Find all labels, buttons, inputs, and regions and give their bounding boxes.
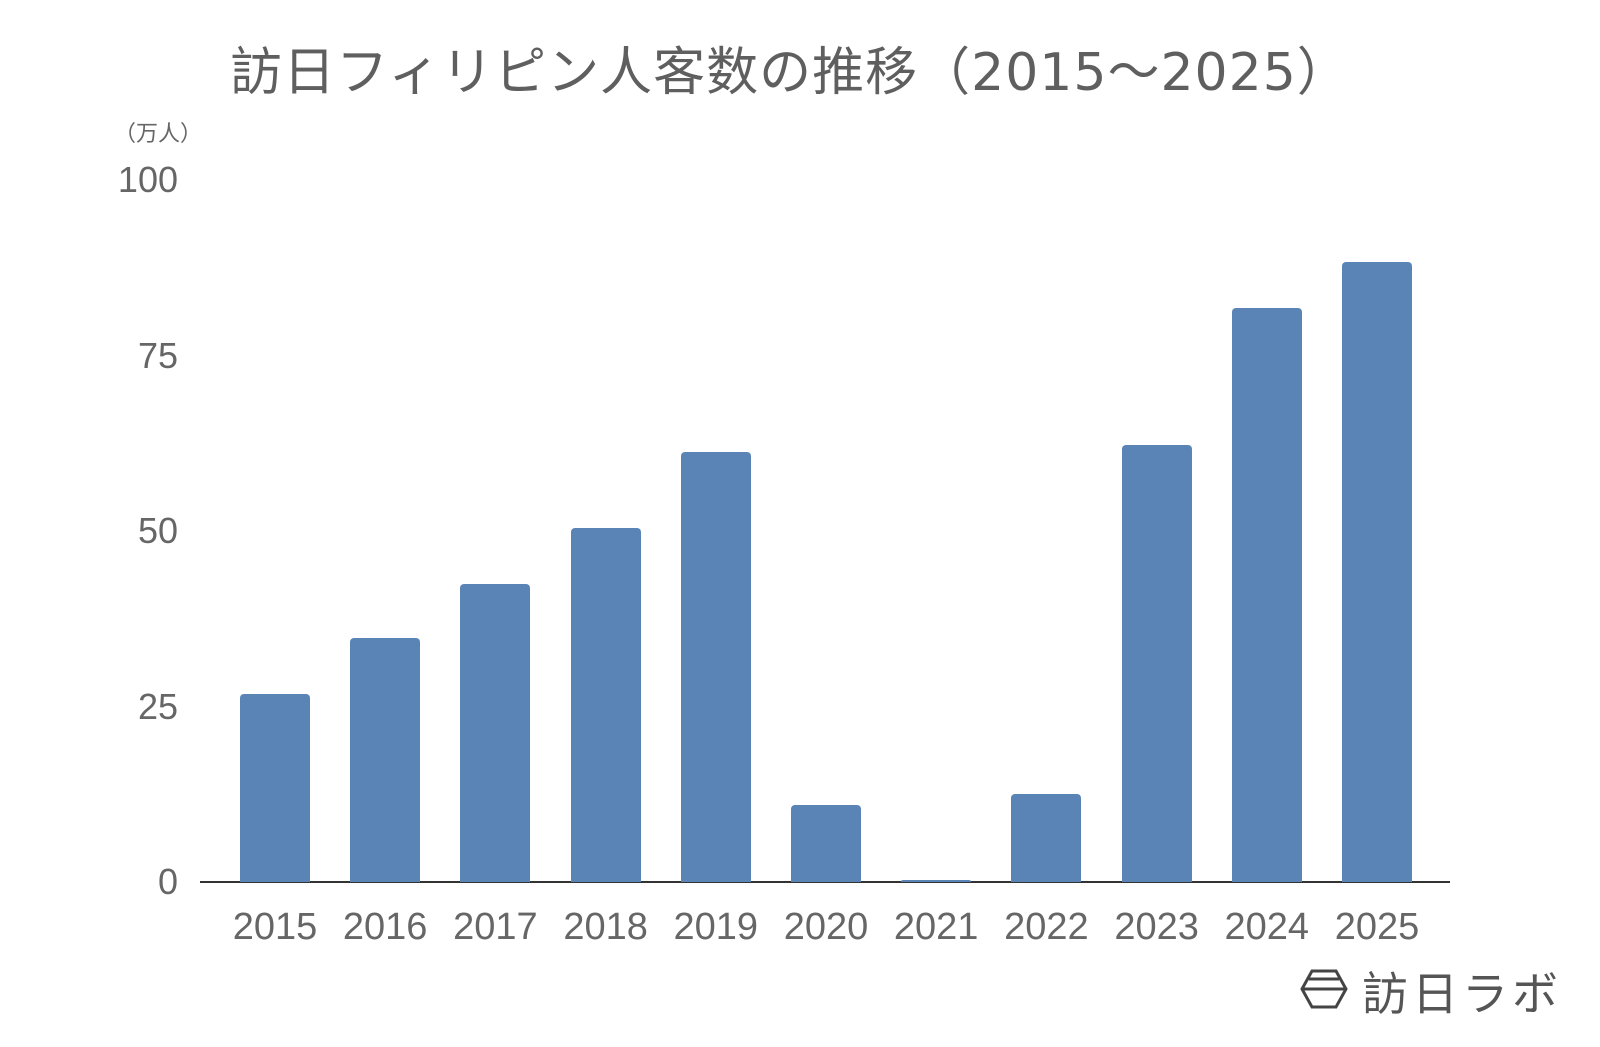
x-axis-baseline <box>200 881 1450 883</box>
y-axis-unit-label: （万人） <box>114 122 203 147</box>
bar-2015 <box>240 693 310 882</box>
y-tick-label: 25 <box>137 685 178 727</box>
bar-2016 <box>350 637 421 882</box>
x-tick-label: 2023 <box>1114 906 1199 948</box>
y-tick-label: 100 <box>117 159 178 200</box>
chart-title: 訪日フィリピン人客数の推移（2015〜2025） <box>230 43 1350 103</box>
x-tick-label: 2019 <box>673 906 759 948</box>
bar-2019 <box>680 451 751 882</box>
bar-2017 <box>460 584 531 882</box>
x-tick-label: 2016 <box>342 906 428 948</box>
x-tick-label: 2017 <box>453 906 538 948</box>
x-tick-label: 2025 <box>1334 906 1420 948</box>
hexagon-logo-icon <box>1300 969 1348 1013</box>
bar-2023 <box>1121 445 1192 882</box>
x-tick-label: 2015 <box>232 906 318 948</box>
bar-2025 <box>1342 262 1412 882</box>
x-tick-label: 2022 <box>1004 906 1089 948</box>
y-tick-label: 0 <box>157 861 178 902</box>
bar-2021 <box>901 879 972 882</box>
x-tick-label: 2018 <box>563 906 648 948</box>
brand-logo: 訪日ラボ <box>1300 958 1562 1024</box>
brand-logo-text: 訪日ラボ <box>1362 967 1562 1021</box>
x-tick-label: 2020 <box>783 906 869 948</box>
bar-2018 <box>570 528 641 882</box>
bar-2020 <box>791 805 861 882</box>
bar-2024 <box>1231 307 1302 882</box>
bar-2022 <box>1011 793 1082 882</box>
x-tick-label: 2021 <box>893 906 979 948</box>
y-tick-label: 75 <box>137 334 178 376</box>
y-tick-label: 50 <box>137 510 178 551</box>
x-tick-label: 2024 <box>1224 906 1310 948</box>
